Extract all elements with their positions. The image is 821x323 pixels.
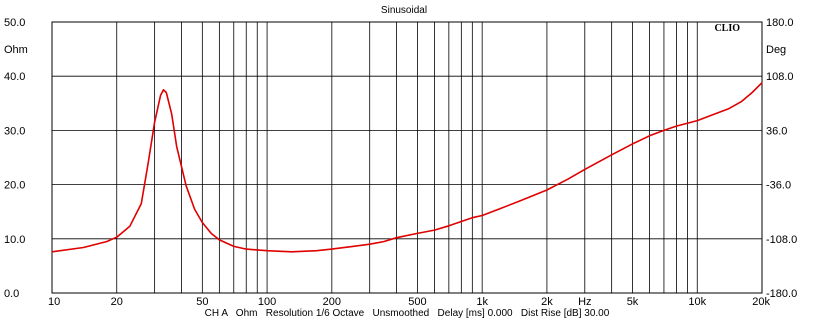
y-left-tick-label: 10.0 <box>4 234 25 246</box>
x-tick-label: 20k <box>752 296 770 308</box>
x-tick-label: 100 <box>258 296 276 308</box>
impedance-series-line <box>51 82 763 253</box>
chart-footer: CH A Ohm Resolution 1/6 Octave Unsmoothe… <box>205 308 610 319</box>
plot-frame <box>51 21 763 294</box>
y-right-tick-label: -180.0 <box>766 288 797 300</box>
x-tick-label: 200 <box>323 296 341 308</box>
y-axis-left: 50.0 Ohm 40.0 30.0 20.0 10.0 0.0 <box>4 17 28 300</box>
x-tick-label: 500 <box>408 296 426 308</box>
x-tick-label: 2k <box>541 296 553 308</box>
y-left-tick-label: 20.0 <box>4 180 25 192</box>
x-tick-label: 50 <box>196 296 208 308</box>
y-left-tick-label: 40.0 <box>4 71 25 83</box>
x-tick-label: 10k <box>688 296 706 308</box>
y-left-tick-label: 30.0 <box>4 125 25 137</box>
y-right-tick-label: -108.0 <box>766 234 797 246</box>
y-right-tick-label: 36.0 <box>766 125 787 137</box>
y-axis-right: 180.0 Deg 108.0 36.0 -36.0 -108.0 -180.0 <box>766 17 797 300</box>
y-right-tick-label: Deg <box>766 44 786 56</box>
x-tick-label: 1k <box>476 296 488 308</box>
clio-logo: CLIO <box>714 23 740 34</box>
x-tick-label: 5k <box>627 296 639 308</box>
y-left-tick-label: 0.0 <box>4 288 19 300</box>
y-right-tick-label: 108.0 <box>766 71 794 83</box>
y-left-tick-label: 50.0 <box>4 17 25 29</box>
x-axis: 10 20 50 100 200 500 1k 2k 5k 10k 20k Hz <box>48 296 770 308</box>
y-right-tick-label: -36.0 <box>766 180 791 192</box>
y-right-tick-label: 180.0 <box>766 17 794 29</box>
chart-title: Sinusoidal <box>381 5 427 16</box>
grid <box>52 22 762 293</box>
series-group <box>51 82 763 253</box>
x-unit-label: Hz <box>578 296 591 308</box>
x-tick-label: 10 <box>48 296 60 308</box>
x-tick-label: 20 <box>111 296 123 308</box>
y-left-tick-label: Ohm <box>4 44 28 56</box>
